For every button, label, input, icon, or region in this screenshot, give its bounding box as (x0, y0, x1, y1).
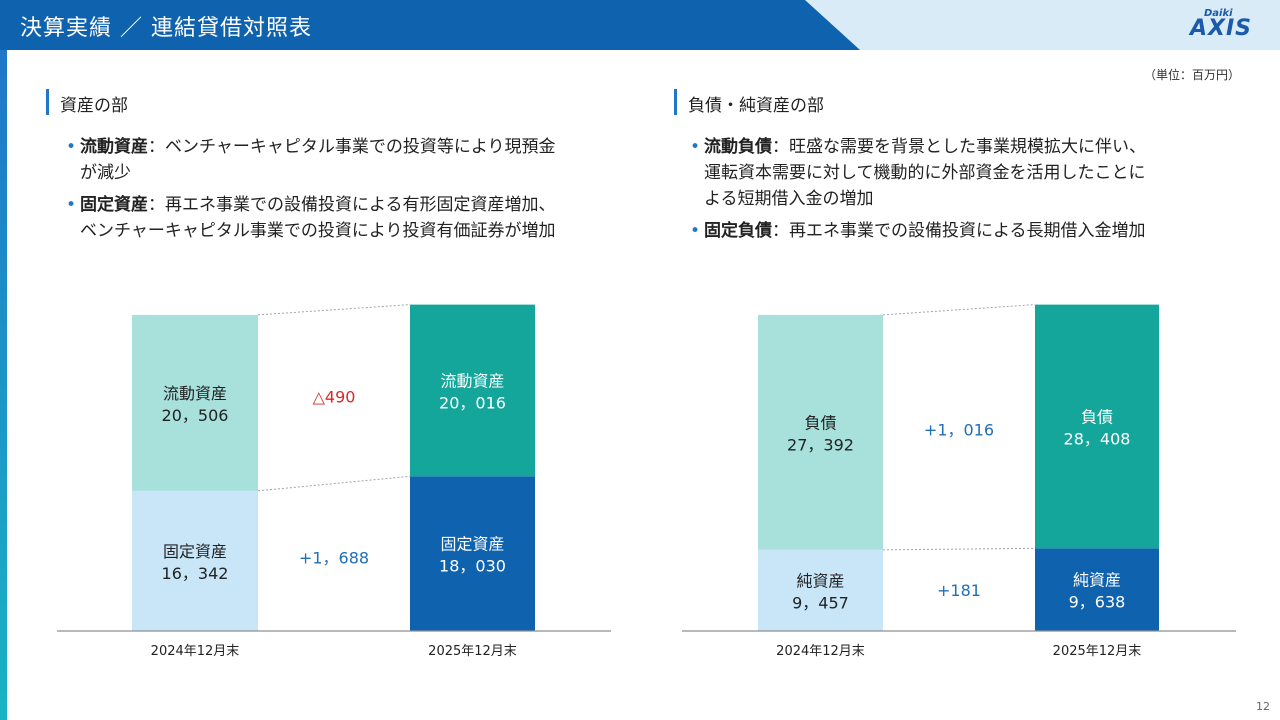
category-label: 2025年12月末 (1053, 644, 1142, 659)
bar-label-value: 9，457 (792, 593, 849, 612)
bar-label-value: 27，392 (787, 435, 854, 454)
bullet-sep: ： (772, 221, 789, 241)
bullet-text-line: が減少 (80, 163, 131, 183)
bar-流動資産-0 (132, 314, 258, 491)
connector-line (882, 547, 1036, 551)
section-marker-assets (46, 89, 49, 115)
bar-label-name: 固定資産 (163, 542, 227, 561)
category-label: 2024年12月末 (776, 644, 865, 659)
change-label: +181 (937, 581, 981, 600)
liabilities-bullets: • 流動負債：旺盛な需要を背景とした事業規模拡大に伴い、 運転資本需要に対して機… (690, 134, 1250, 250)
bullet-text-line: 再エネ事業での設備投資による長期借入金増加 (789, 221, 1146, 241)
change-label: +1，016 (924, 420, 994, 439)
bar-label-value: 18，030 (439, 557, 506, 576)
bar-純資産-1 (1035, 548, 1159, 631)
page-title: 決算実績 ／ 連結貸借対照表 (20, 16, 312, 41)
bar-流動資産-1 (410, 304, 535, 477)
bullet-dot: • (690, 137, 701, 157)
bar-純資産-0 (758, 549, 883, 631)
connector-line (882, 304, 1036, 316)
section-marker-liabilities (674, 89, 677, 115)
bullet-dot: • (66, 195, 77, 215)
bullet-dot: • (690, 221, 701, 241)
bullet-key: 流動資産 (80, 137, 148, 157)
section-title-assets: 資産の部 (60, 96, 128, 116)
connector-line (257, 475, 411, 492)
bullet-current-assets: • 流動資産：ベンチャーキャピタル事業での投資等により現預金 が減少 (66, 134, 636, 186)
bullet-key: 流動負債 (704, 137, 772, 157)
connector-line (257, 304, 411, 316)
bullet-dot: • (66, 137, 77, 157)
header: 決算実績 ／ 連結貸借対照表 Daiki AXIS (0, 0, 1280, 50)
change-label: △490 (313, 388, 356, 407)
logo-main-text: AXIS (1190, 16, 1253, 41)
header-band (0, 0, 860, 50)
bar-label-value: 20，506 (162, 406, 229, 425)
bullet-text-line: よる短期借入金の増加 (704, 189, 874, 209)
bullet-fixed-liabilities: • 固定負債：再エネ事業での設備投資による長期借入金増加 (690, 218, 1250, 244)
left-accent-bar (0, 50, 7, 720)
bullet-text-line: 運転資本需要に対して機動的に外部資金を活用したことに (704, 163, 1146, 183)
logo-small-text: Daiki (1204, 8, 1233, 19)
bar-固定資産-0 (132, 490, 258, 631)
bullet-sep: ： (772, 137, 789, 157)
bullet-key: 固定負債 (704, 221, 772, 241)
bar-label-name: 負債 (804, 413, 836, 432)
section-title-liabilities: 負債・純資産の部 (688, 96, 824, 116)
bar-label-name: 流動資産 (440, 371, 504, 390)
bullet-text-line: ベンチャーキャピタル事業での投資により投資有価証券が増加 (80, 221, 556, 241)
bar-label-name: 純資産 (1073, 571, 1121, 590)
bar-label-name: 純資産 (796, 571, 844, 590)
bullet-sep: ： (148, 137, 165, 157)
bar-label-value: 28，408 (1064, 429, 1131, 448)
bar-label-value: 20，016 (439, 393, 506, 412)
company-logo: Daiki AXIS (1186, 6, 1270, 44)
change-label: +1，688 (299, 548, 369, 567)
bullet-text-line: 再エネ事業での設備投資による有形固定資産増加、 (165, 195, 556, 215)
bar-label-name: 負債 (1081, 407, 1113, 426)
bar-負債-0 (758, 314, 883, 550)
bar-label-name: 固定資産 (440, 535, 504, 554)
category-label: 2025年12月末 (428, 644, 517, 659)
bullet-key: 固定資産 (80, 195, 148, 215)
assets-bullets: • 流動資産：ベンチャーキャピタル事業での投資等により現預金 が減少 • 固定資… (66, 134, 636, 250)
bar-label-value: 16，342 (162, 564, 229, 583)
bar-label-name: 流動資産 (163, 384, 227, 403)
bar-固定資産-1 (410, 476, 535, 631)
bullet-text-line: 旺盛な需要を背景とした事業規模拡大に伴い、 (789, 137, 1146, 157)
bar-負債-1 (1035, 304, 1159, 549)
bar-label-value: 9，638 (1069, 593, 1126, 612)
bullet-text-line: ベンチャーキャピタル事業での投資等により現預金 (165, 137, 556, 157)
page-number: 12 (1256, 700, 1270, 713)
bullet-sep: ： (148, 195, 165, 215)
unit-note: （単位：百万円） (1144, 68, 1241, 82)
category-label: 2024年12月末 (151, 644, 240, 659)
bullet-current-liabilities: • 流動負債：旺盛な需要を背景とした事業規模拡大に伴い、 運転資本需要に対して機… (690, 134, 1250, 212)
bullet-fixed-assets: • 固定資産：再エネ事業での設備投資による有形固定資産増加、 ベンチャーキャピタ… (66, 192, 636, 244)
